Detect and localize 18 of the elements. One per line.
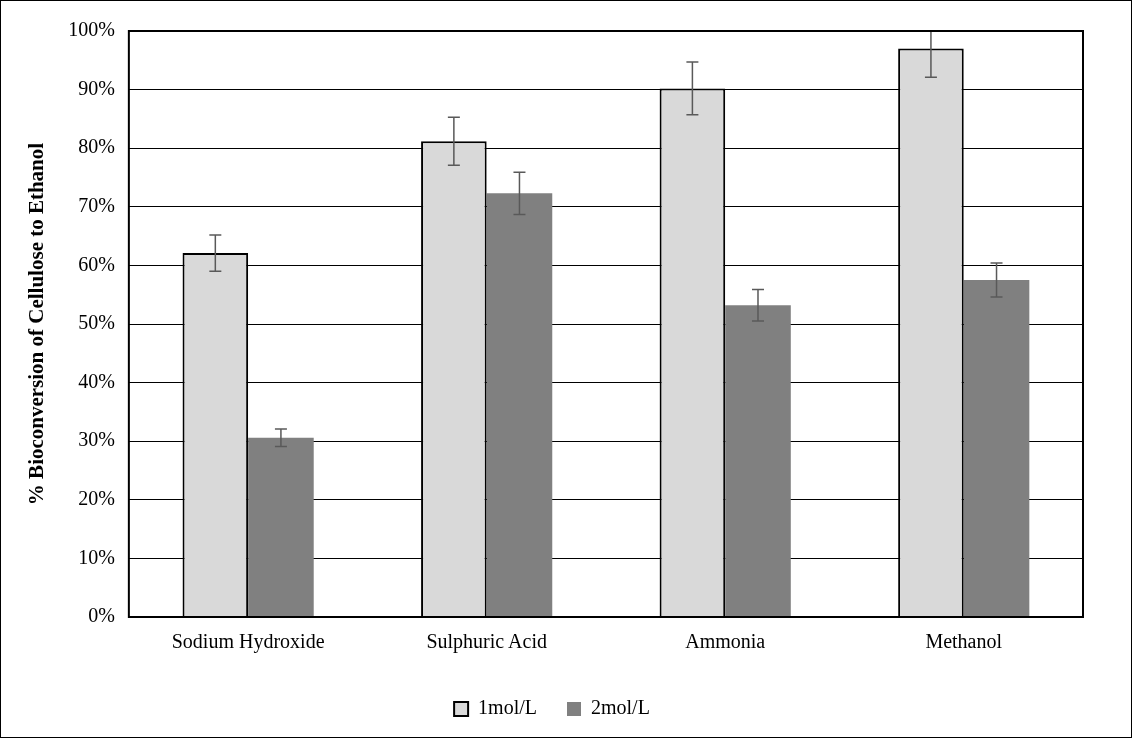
y-tick-label: 0%: [88, 604, 115, 627]
y-tick-label: 40%: [78, 369, 115, 392]
y-tick-label: 60%: [78, 252, 115, 275]
x-tick-label: Sulphuric Acid: [426, 630, 547, 654]
x-tick-label: Sodium Hydroxide: [171, 630, 325, 654]
y-tick-label: 100%: [68, 18, 115, 41]
y-tick-label: 90%: [78, 76, 115, 99]
legend-label: 2mol/L: [591, 696, 650, 719]
y-axis-title: % Bioconversion of Cellulose to Ethanol: [24, 142, 49, 506]
y-tick-label: 80%: [78, 135, 115, 158]
legend-label: 1mol/L: [478, 696, 537, 719]
x-tick-label: Ammonia: [685, 630, 766, 653]
x-tick-label: Methanol: [925, 630, 1003, 653]
y-tick-label: 50%: [78, 311, 115, 334]
y-tick-label: 10%: [78, 545, 115, 568]
y-tick-label: 70%: [78, 194, 115, 217]
y-tick-label: 20%: [78, 487, 115, 510]
y-tick-label: 30%: [78, 428, 115, 451]
